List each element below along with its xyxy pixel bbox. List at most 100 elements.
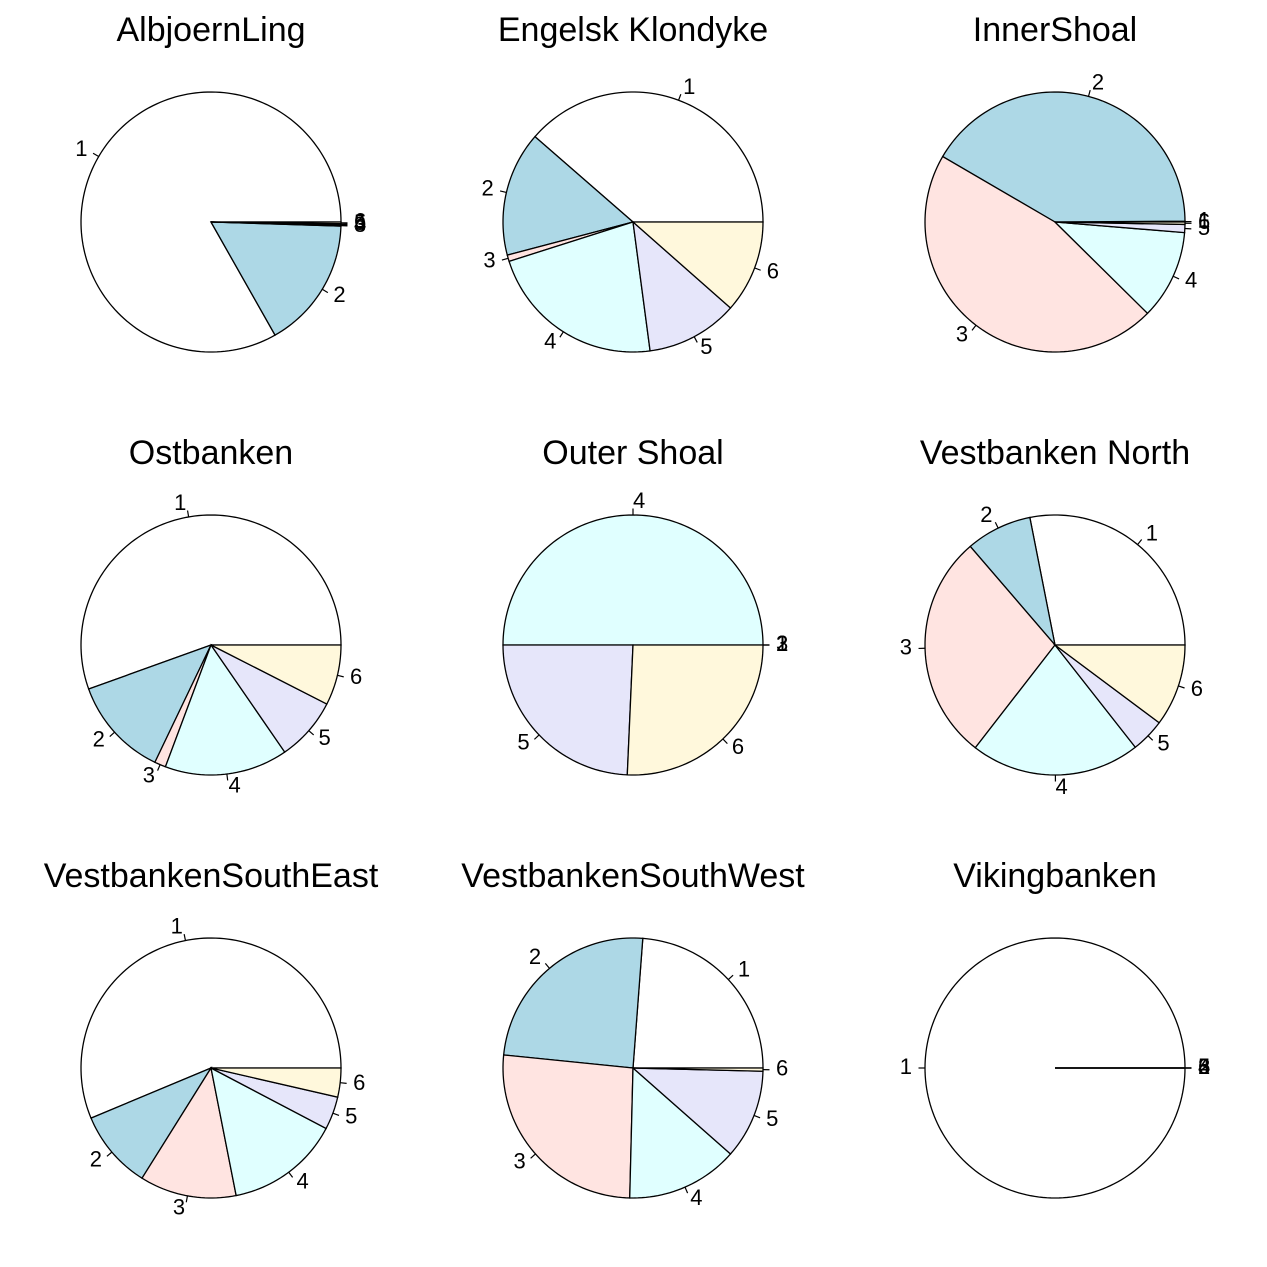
label-tick	[499, 190, 507, 194]
label-tick	[109, 731, 115, 737]
label-tick	[332, 1112, 340, 1117]
slice-label: 3	[354, 212, 366, 237]
slice-label: 3	[173, 1194, 185, 1219]
slice-label: 4	[633, 488, 645, 513]
pie-slice	[210, 1066, 327, 1197]
label-tick	[1178, 685, 1185, 689]
label-tick	[308, 730, 315, 736]
pie-slice	[1053, 221, 1186, 315]
slice-label: 3	[956, 321, 968, 346]
slice-label: 5	[1198, 1054, 1210, 1079]
label-tick	[288, 1171, 294, 1178]
chart-title: AlbjoernLing	[116, 11, 305, 49]
slice-label: 6	[1198, 1054, 1210, 1079]
pie-slice	[941, 91, 1186, 223]
slice-label: 4	[354, 211, 366, 236]
slice-label: 4	[228, 773, 240, 798]
pie-slice	[508, 221, 651, 353]
label-tick	[337, 674, 344, 678]
label-tick	[533, 734, 540, 740]
label-tick	[183, 934, 187, 941]
slice-label: 6	[1198, 209, 1210, 234]
pie-slice	[209, 221, 342, 337]
slice-label: 5	[517, 730, 529, 755]
label-tick	[321, 288, 329, 294]
pie-slice	[502, 644, 634, 776]
slice-label: 4	[1185, 267, 1197, 292]
slice-label: 4	[690, 1185, 702, 1210]
label-tick	[684, 1186, 689, 1194]
label-tick	[727, 974, 734, 981]
label-tick	[754, 267, 761, 271]
slice-label: 1	[1146, 520, 1158, 545]
chart-title: Outer Shoal	[542, 434, 723, 472]
label-tick	[544, 962, 550, 969]
pie-slice	[210, 644, 328, 753]
label-tick	[1147, 735, 1154, 741]
chart-title: VestbankenSouthWest	[461, 857, 805, 895]
pie-slice	[1029, 514, 1186, 646]
label-tick	[340, 1082, 347, 1085]
slice-label: 3	[900, 634, 912, 659]
slice-label: 4	[297, 1168, 309, 1193]
slice-label: 1	[683, 74, 695, 99]
label-tick	[693, 336, 698, 343]
label-tick	[994, 521, 999, 529]
slice-label: 3	[513, 1148, 525, 1173]
pie-slice	[969, 516, 1057, 648]
slice-label: 2	[776, 631, 788, 656]
label-tick	[530, 1153, 536, 1159]
label-tick	[157, 764, 161, 771]
slice-label: 2	[1092, 70, 1104, 95]
pie-slice	[534, 91, 764, 223]
slice-label: 5	[319, 725, 331, 750]
slice-label: 3	[143, 762, 155, 787]
label-tick	[501, 257, 509, 261]
pie-slice	[80, 937, 342, 1119]
pie-slice	[924, 545, 1056, 749]
label-tick	[678, 93, 682, 101]
label-tick	[186, 510, 190, 518]
slice-label: 3	[483, 248, 495, 273]
pie-slice	[87, 643, 213, 764]
label-tick	[226, 773, 229, 781]
slice-label: 2	[90, 1146, 102, 1171]
slice-label: 4	[544, 329, 556, 354]
slice-label: 3	[776, 631, 788, 656]
label-tick	[971, 324, 977, 331]
label-tick	[753, 1114, 761, 1119]
label-tick	[92, 152, 99, 158]
label-tick	[1087, 89, 1091, 97]
label-tick	[1172, 275, 1180, 280]
slice-label: 5	[1198, 215, 1210, 240]
slice-label: 1	[738, 957, 750, 982]
chart-title: Vestbanken North	[920, 434, 1190, 472]
pie-slice	[974, 643, 1137, 776]
label-tick	[559, 331, 564, 338]
slice-label: 5	[354, 210, 366, 235]
slice-label: 3	[1198, 1054, 1210, 1079]
pie-slice	[502, 514, 764, 646]
slice-label: 6	[350, 664, 362, 689]
chart-title: VestbankenSouthEast	[44, 857, 379, 895]
chart-title: Ostbanken	[129, 434, 293, 472]
slice-label: 6	[1191, 676, 1203, 701]
slice-label: 6	[354, 209, 366, 234]
slice-label: 4	[1198, 1054, 1210, 1079]
slice-label: 6	[767, 258, 779, 283]
pie-slice	[141, 1066, 237, 1199]
pie-slice	[1054, 221, 1186, 226]
slice-label: 5	[700, 334, 712, 359]
slice-label: 6	[353, 1070, 365, 1095]
pie-slice	[626, 644, 764, 776]
slice-label: 2	[980, 502, 992, 527]
pie-slice	[502, 1054, 634, 1199]
slice-label: 1	[75, 136, 87, 161]
slice-label: 1	[900, 1054, 912, 1079]
pie-slice	[631, 1067, 764, 1155]
slice-label: 6	[732, 734, 744, 759]
pie-slice	[1053, 644, 1186, 724]
chart-title: InnerShoal	[973, 11, 1137, 49]
slice-label: 5	[345, 1104, 357, 1129]
